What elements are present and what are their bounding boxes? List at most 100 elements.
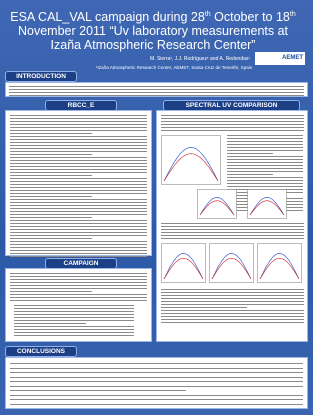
- text-line: [10, 253, 147, 254]
- text-line: [10, 273, 147, 274]
- text-line: [161, 235, 304, 236]
- text-line: [227, 162, 303, 163]
- text-line: [10, 390, 186, 391]
- text-line: [10, 235, 147, 236]
- text-line: [161, 238, 304, 239]
- text-line: [9, 92, 304, 93]
- text-line: [161, 118, 304, 119]
- text-line: [161, 319, 304, 320]
- text-box: [5, 82, 308, 97]
- text-line: [10, 139, 147, 140]
- text-line: [227, 174, 273, 175]
- text-line: [227, 177, 303, 178]
- text-line: [161, 304, 304, 305]
- text-line: [10, 157, 147, 158]
- figure-frame: [248, 190, 287, 219]
- text-line: [14, 305, 134, 306]
- text-box: [156, 110, 308, 342]
- text-line: [10, 187, 147, 188]
- text-line: [14, 326, 134, 327]
- text-line: [161, 310, 304, 311]
- text-line: [10, 151, 147, 152]
- text-line: [10, 121, 147, 122]
- figure-frame: [198, 190, 237, 219]
- figure-frame: [162, 244, 206, 283]
- section-heading: CONCLUSIONS: [5, 346, 77, 357]
- text-line: [161, 322, 304, 323]
- text-line: [227, 144, 303, 145]
- text-line: [10, 115, 147, 116]
- logo: AEMET: [255, 52, 305, 65]
- text-line: [10, 232, 147, 233]
- text-line: [227, 165, 303, 166]
- text-line: [10, 226, 147, 227]
- text-line: [10, 178, 147, 179]
- figure: [161, 243, 206, 283]
- text-line: [10, 118, 147, 119]
- text-line: [10, 285, 147, 286]
- text-line: [10, 127, 147, 128]
- text-line: [10, 276, 147, 277]
- text-line: [161, 298, 304, 299]
- figure-frame: [258, 244, 302, 283]
- text-line: [10, 399, 303, 400]
- section-heading: INTRODUCTION: [5, 71, 77, 82]
- text-line: [10, 142, 147, 143]
- text-line: [10, 238, 92, 239]
- text-line: [9, 86, 304, 87]
- figure: [257, 243, 302, 283]
- figure: [161, 135, 221, 185]
- text-line: [10, 368, 303, 369]
- text-line: [10, 372, 303, 373]
- authors: M. Sierra¹, J.J. Rodríguez¹ and A. Redon…: [150, 56, 250, 62]
- title-text: November 2011 “Uv laboratory measurement…: [18, 24, 288, 52]
- text-line: [10, 175, 92, 176]
- text-line: [10, 229, 147, 230]
- text-line: [10, 205, 147, 206]
- text-box: [5, 110, 152, 256]
- text-line: [14, 308, 134, 309]
- text-line: [10, 363, 303, 364]
- text-line: [10, 154, 92, 155]
- text-line: [10, 208, 147, 209]
- text-line: [227, 171, 303, 172]
- text-line: [227, 180, 303, 181]
- text-line: [9, 95, 304, 96]
- title-text: ESA CAL_VAL campaign during 28: [10, 10, 205, 24]
- text-line: [10, 163, 147, 164]
- text-line: [227, 168, 303, 169]
- text-line: [161, 124, 304, 125]
- text-line: [10, 214, 147, 215]
- text-line: [14, 329, 134, 330]
- text-line: [10, 169, 147, 170]
- text-line: [227, 141, 303, 142]
- text-line: [10, 196, 92, 197]
- text-line: [227, 186, 303, 187]
- text-line: [14, 320, 134, 321]
- text-line: [10, 220, 147, 221]
- text-line: [10, 291, 92, 292]
- text-line: [10, 130, 147, 131]
- text-line: [10, 148, 147, 149]
- text-line: [10, 288, 147, 289]
- text-line: [227, 135, 303, 136]
- text-line: [227, 138, 303, 139]
- text-line: [10, 166, 147, 167]
- text-line: [10, 160, 147, 161]
- text-line: [161, 127, 304, 128]
- text-line: [10, 217, 92, 218]
- text-line: [14, 335, 134, 336]
- text-line: [10, 181, 147, 182]
- text-line: [10, 381, 303, 382]
- text-line: [227, 147, 303, 148]
- text-line: [14, 332, 134, 333]
- text-line: [227, 150, 303, 151]
- text-line: [10, 193, 147, 194]
- text-line: [161, 289, 304, 290]
- affiliation: ¹Izaña Atmospheric Research Center, AEME…: [96, 65, 252, 70]
- figure: [197, 189, 237, 219]
- text-line: [10, 145, 147, 146]
- text-line: [161, 115, 304, 116]
- text-line: [10, 199, 147, 200]
- text-line: [14, 317, 134, 318]
